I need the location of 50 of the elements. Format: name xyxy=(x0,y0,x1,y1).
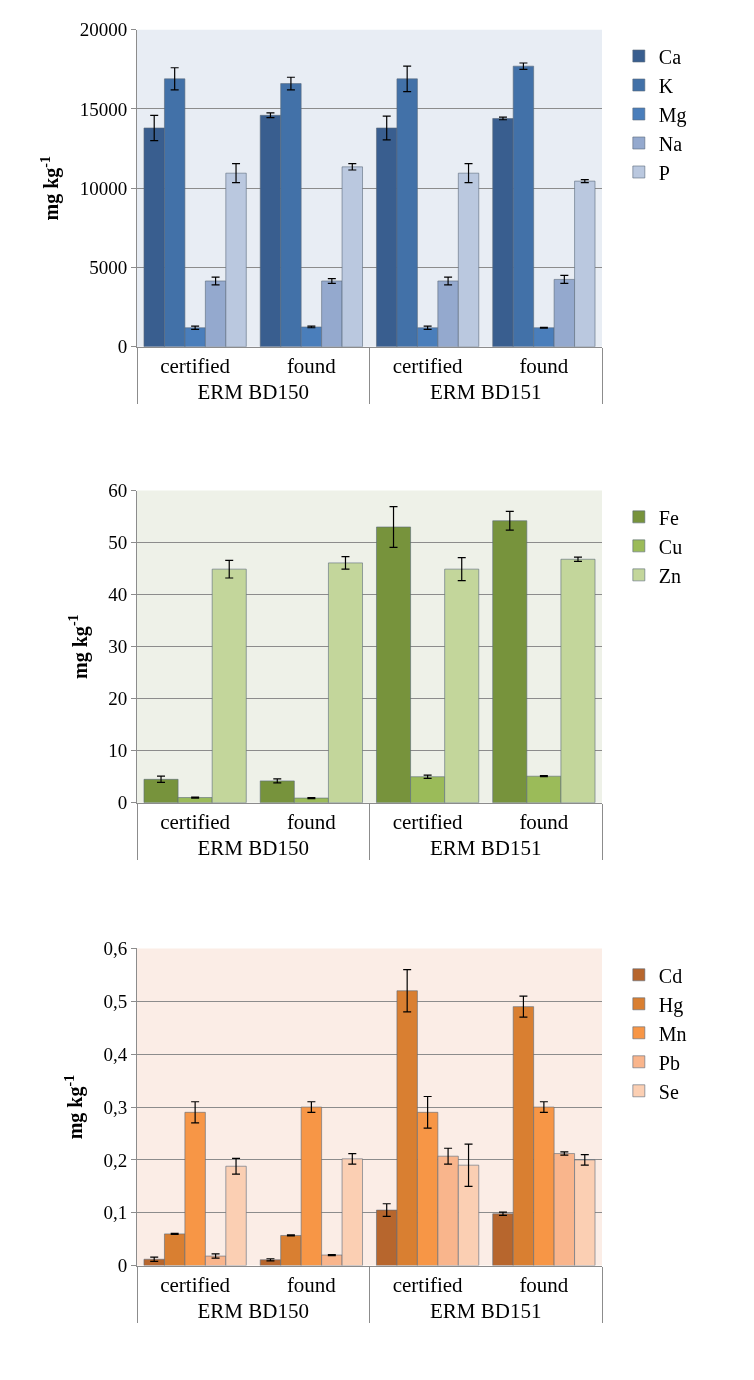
text: ERM BD151 xyxy=(430,1298,542,1323)
legend-label: Ca xyxy=(658,45,682,68)
x-tick-label: certified xyxy=(160,354,231,378)
x-tick-label: found xyxy=(286,809,337,834)
text: ERM BD150 xyxy=(197,1298,309,1323)
x-tick-label: found xyxy=(519,354,569,378)
y-tick-label: 60 xyxy=(108,480,128,502)
x-tick-label: certified xyxy=(392,809,464,834)
y-tick-label: 15000 xyxy=(79,98,128,120)
y-tick-label: 40 xyxy=(108,584,128,606)
text: ERM BD150 xyxy=(197,835,309,860)
y-tick-label: 0,6 xyxy=(103,938,128,960)
x-tick-label: certified xyxy=(160,1272,231,1297)
x-tick-label: certified xyxy=(392,1272,464,1297)
legend-label: K xyxy=(658,74,674,97)
x-tick-label: found xyxy=(286,1272,337,1297)
legend-label: Mn xyxy=(658,1022,687,1045)
legend-label: P xyxy=(658,161,670,184)
y-tick-label: 10000 xyxy=(79,177,128,199)
x-tick-label: certified xyxy=(160,809,231,834)
y-tick-label: 50 xyxy=(108,532,128,554)
x-tick-label: certified xyxy=(392,354,464,378)
x-tick-label: found xyxy=(519,1272,569,1297)
legend-label: Cd xyxy=(658,964,683,987)
y-tick-label: 0 xyxy=(117,1255,128,1277)
x-tick-label: found xyxy=(519,809,569,834)
legend-label: Pb xyxy=(658,1051,680,1074)
legend-label: Mg xyxy=(658,103,687,127)
y-tick-label: 0,5 xyxy=(103,991,128,1012)
text: ERM BD151 xyxy=(430,380,542,404)
y-tick-label: 30 xyxy=(108,636,128,658)
text: ERM BD151 xyxy=(430,835,542,860)
y-tick-label: 0 xyxy=(117,336,128,358)
x-tick-label: found xyxy=(286,354,337,378)
legend-label: Fe xyxy=(658,506,679,529)
y-tick-label: 0,4 xyxy=(103,1043,128,1065)
y-tick-label: 0,2 xyxy=(103,1149,128,1171)
legend-label: Na xyxy=(658,132,683,155)
y-tick-label: 20000 xyxy=(79,19,128,41)
y-tick-label: 5000 xyxy=(89,257,128,279)
y-tick-label: 0 xyxy=(117,792,128,814)
y-tick-label: 10 xyxy=(108,740,128,762)
legend-label: Cu xyxy=(658,535,683,558)
legend-label: Zn xyxy=(658,564,682,587)
legend-label: Hg xyxy=(658,993,684,1017)
y-tick-label: 0,3 xyxy=(103,1096,128,1118)
text: ERM BD150 xyxy=(197,380,309,404)
legend-label: Se xyxy=(658,1080,679,1103)
y-tick-label: 0,1 xyxy=(103,1202,128,1224)
y-tick-label: 20 xyxy=(108,688,128,710)
